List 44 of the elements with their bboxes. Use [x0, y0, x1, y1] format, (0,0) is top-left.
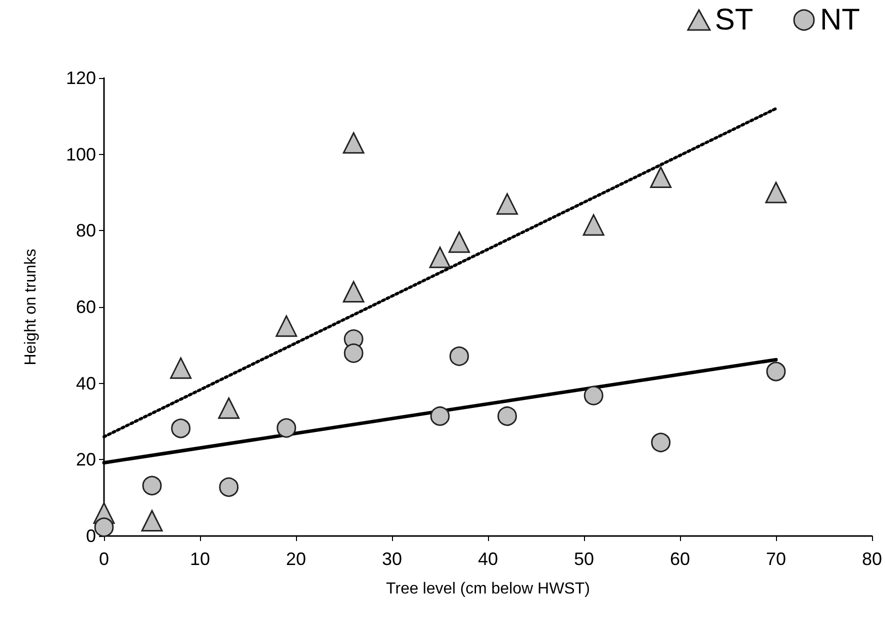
x-tick-label: 20 — [286, 549, 306, 569]
y-tick-label: 80 — [76, 220, 96, 241]
y-tick-label: 120 — [66, 68, 96, 88]
point — [497, 406, 517, 426]
y-axis-title: Height on trunks — [22, 248, 40, 366]
point — [218, 397, 240, 419]
x-tick-label: 30 — [382, 549, 402, 569]
legend-label: ST — [714, 4, 754, 36]
point — [276, 315, 298, 337]
point — [651, 432, 671, 452]
point — [342, 280, 364, 302]
legend-label: NT — [820, 4, 860, 36]
y-tick-label: 60 — [76, 297, 96, 317]
point — [496, 193, 518, 215]
point — [94, 517, 114, 537]
y-tick-label: 40 — [76, 373, 96, 394]
point — [142, 476, 162, 496]
y-tick-label: 0 — [86, 526, 96, 546]
point — [448, 231, 470, 253]
point — [449, 346, 469, 366]
y-tick-label: 20 — [76, 450, 96, 470]
point — [141, 510, 163, 532]
point — [430, 406, 450, 426]
point — [342, 132, 364, 154]
y-tick-label: 100 — [66, 144, 96, 164]
point — [429, 246, 451, 268]
x-tick-label: 80 — [862, 549, 882, 569]
x-tick-label: 60 — [670, 549, 690, 569]
point — [582, 214, 604, 236]
point — [170, 357, 192, 379]
point — [766, 362, 786, 382]
point — [584, 386, 604, 406]
x-tick-label: 40 — [478, 549, 498, 569]
point — [219, 477, 239, 497]
x-tick-label: 70 — [766, 549, 786, 569]
point — [765, 182, 787, 204]
point — [344, 343, 364, 363]
x-axis-title: Tree level (cm below HWST) — [386, 580, 590, 598]
x-tick-label: 50 — [574, 549, 594, 569]
point — [276, 418, 296, 438]
x-tick-label: 10 — [190, 549, 210, 569]
point — [171, 418, 191, 438]
point — [650, 166, 672, 188]
x-tick-label: 0 — [98, 549, 110, 569]
